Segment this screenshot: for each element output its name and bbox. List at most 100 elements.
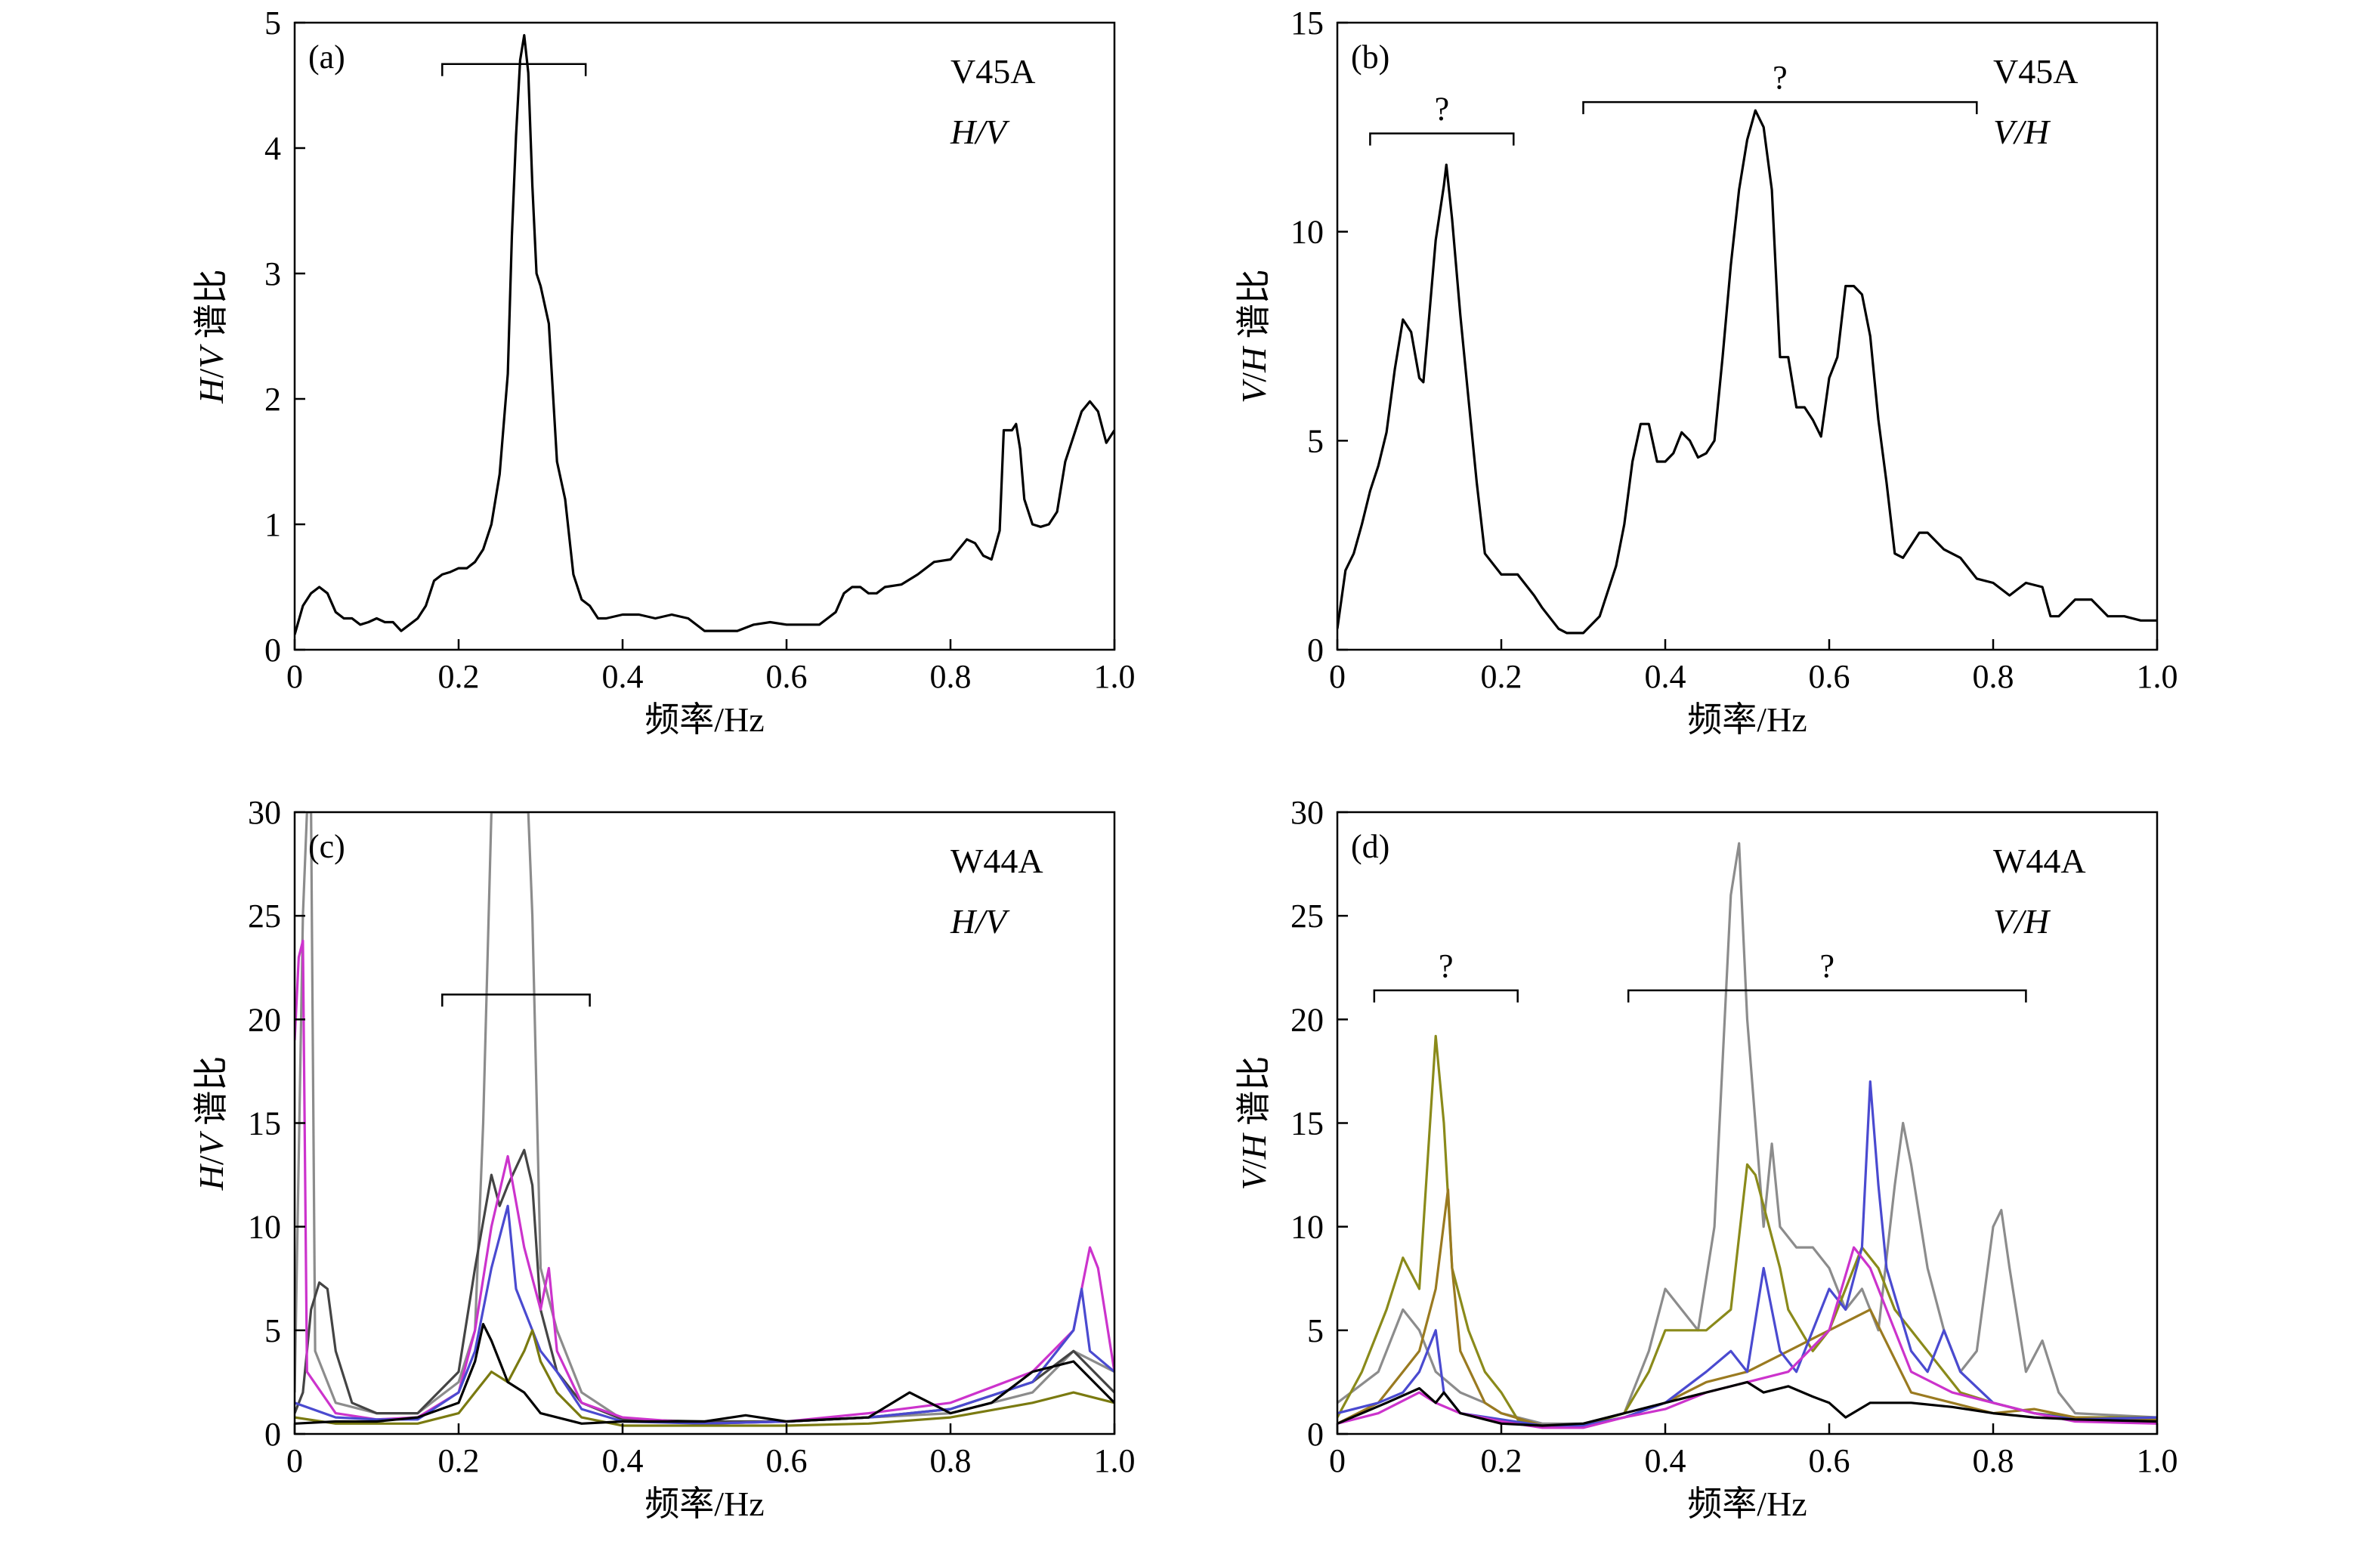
series-line-2: [1337, 1034, 2157, 1427]
x-tick-label: 1.0: [2137, 1442, 2178, 1479]
y-tick-label: 3: [264, 255, 281, 292]
bracket: [1582, 100, 1978, 115]
y-tick-label: 0: [1307, 1416, 1324, 1453]
ratio-label: V/H: [1993, 113, 2051, 151]
y-axis-label-part: 谱比: [1235, 269, 1273, 348]
x-tick-label: 0: [1329, 658, 1346, 695]
panel-a: 0 0.2 0.4 0.6 0.8 1.0 0 1 2 3 4 5 频率/Hz H/V 谱比 (a) V45A…: [192, 5, 1136, 739]
y-axis-label-part: /: [192, 1155, 230, 1165]
y-tick-label: 0: [264, 1416, 281, 1453]
y-axis-label-part: /: [192, 369, 230, 379]
y-tick-label: 10: [1290, 214, 1324, 251]
series-line-4: [1337, 1080, 2157, 1427]
x-tick-label: 1.0: [2137, 658, 2178, 695]
y-axis-label-part: V: [192, 344, 230, 369]
x-tick-label: 0.6: [766, 658, 808, 695]
panel-b: 0 0.2 0.4 0.6 0.8 1.0 0 5 10 15 频率/Hz V/H 谱比 (b) V45A…: [1235, 5, 2178, 739]
y-axis-label-part: 谱比: [1235, 1056, 1273, 1135]
bracket: [1373, 989, 1519, 1003]
y-tick-label: 4: [264, 130, 281, 167]
y-tick-label: 0: [1307, 632, 1324, 669]
x-axis-label: 频率/Hz: [1687, 1485, 1807, 1523]
y-axis-label-part: 谱比: [192, 269, 230, 348]
y-tick-label: 20: [1290, 1001, 1324, 1038]
y-axis-label-part: V: [1235, 1165, 1273, 1190]
station-label: W44A: [950, 842, 1043, 880]
bracket: [441, 993, 591, 1007]
x-tick-label: 0.2: [438, 658, 480, 695]
y-tick-label: 30: [248, 794, 281, 831]
y-tick-label: 30: [1290, 794, 1324, 831]
series-line-1: [295, 34, 1114, 635]
y-tick-label: 25: [1290, 898, 1324, 935]
station-label: V45A: [950, 52, 1035, 91]
x-tick-label: 0.6: [766, 1442, 808, 1479]
x-tick-label: 0.4: [602, 658, 644, 695]
series-line-1: [1337, 109, 2157, 635]
y-axis-label-part: 谱比: [192, 1056, 230, 1135]
ratio-label: H/V: [950, 902, 1010, 941]
x-tick-label: 0: [286, 1442, 303, 1479]
y-axis-label: V/H 谱比: [1235, 269, 1273, 403]
plot-frame: [293, 21, 1116, 651]
x-axis-label: 频率/Hz: [644, 1485, 764, 1523]
x-tick-label: 0.4: [1645, 658, 1686, 695]
x-tick-label: 0.4: [602, 1442, 644, 1479]
series-line-6: [1337, 1380, 2157, 1427]
bracket-label: ?: [1773, 59, 1788, 96]
bracket-label: ?: [1435, 91, 1450, 128]
y-tick-label: 25: [248, 898, 281, 935]
x-tick-label: 1.0: [1094, 1442, 1136, 1479]
panel-label: (b): [1351, 39, 1389, 76]
x-tick-label: 0.8: [930, 1442, 972, 1479]
station-label: V45A: [1993, 52, 2078, 91]
y-axis-label: H/V 谱比: [192, 269, 230, 404]
x-tick-label: 0.6: [1809, 1442, 1850, 1479]
bracket: [441, 63, 587, 76]
y-axis-label-part: H: [1235, 1132, 1273, 1160]
y-axis-label-part: V: [192, 1130, 230, 1155]
series-line-6: [295, 1323, 1114, 1425]
panel-label: (a): [308, 39, 345, 76]
series-line-5: [295, 1329, 1114, 1427]
y-tick-label: 1: [264, 506, 281, 543]
y-tick-label: 15: [1290, 1105, 1324, 1142]
series-line-4: [295, 1204, 1114, 1425]
x-tick-label: 0.8: [1973, 658, 2014, 695]
x-tick-label: 0.2: [438, 1442, 480, 1479]
x-tick-label: 0: [1329, 1442, 1346, 1479]
plot-frame: [1336, 21, 2159, 651]
bracket: [1369, 132, 1515, 146]
bracket: [1627, 989, 2027, 1003]
y-axis-label: H/V 谱比: [192, 1056, 230, 1191]
ratio-label: V/H: [1993, 902, 2051, 941]
y-axis-label-part: /: [1235, 372, 1273, 382]
x-tick-label: 0.2: [1481, 1442, 1522, 1479]
y-tick-label: 2: [264, 381, 281, 418]
y-tick-label: 20: [248, 1001, 281, 1038]
y-tick-label: 5: [1307, 422, 1324, 459]
series-line-5: [1337, 1246, 2157, 1429]
station-label: W44A: [1993, 842, 2086, 880]
y-tick-label: 10: [248, 1209, 281, 1246]
x-tick-label: 0.2: [1481, 658, 1522, 695]
y-axis-label: V/H 谱比: [1235, 1056, 1273, 1191]
x-tick-label: 0.8: [1973, 1442, 2014, 1479]
y-tick-label: 5: [264, 1312, 281, 1349]
x-axis-label: 频率/Hz: [644, 700, 764, 739]
panel-c: 0 0.2 0.4 0.6 0.8 1.0 0 5 10 15 20 25 30 频率/Hz H/V 谱比 (…: [192, 794, 1136, 1523]
panel-label: (d): [1351, 828, 1389, 865]
y-tick-label: 15: [1290, 5, 1324, 42]
y-tick-label: 15: [248, 1105, 281, 1142]
bracket-label: ?: [1820, 947, 1835, 984]
series-line-2: [295, 1148, 1114, 1423]
x-tick-label: 1.0: [1094, 658, 1136, 695]
x-tick-label: 0.6: [1809, 658, 1850, 695]
panel-label: (c): [308, 828, 345, 865]
bracket-label: ?: [1439, 947, 1454, 984]
x-axis-label: 频率/Hz: [1687, 700, 1807, 739]
ratio-label: H/V: [950, 113, 1010, 151]
y-axis-label-part: H: [192, 1163, 230, 1191]
y-tick-label: 0: [264, 632, 281, 669]
y-axis-label-part: H: [1235, 345, 1273, 373]
